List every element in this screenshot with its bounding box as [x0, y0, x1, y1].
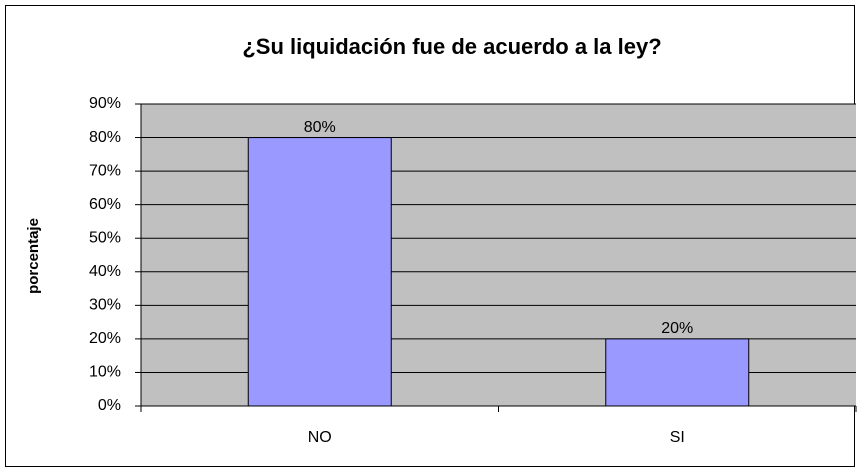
y-tick-label: 20%	[89, 330, 121, 347]
chart-title: ¿Su liquidación fue de acuerdo a la ley?	[242, 34, 661, 59]
bar	[605, 338, 750, 407]
y-tick-label: 70%	[89, 162, 121, 179]
y-tick-label: 40%	[89, 263, 121, 280]
y-tick-label: 30%	[89, 297, 121, 314]
y-tick-label: 90%	[89, 95, 121, 112]
y-tick-label: 50%	[89, 229, 121, 246]
x-tick-label: NO	[308, 429, 332, 446]
y-tick-label: 60%	[89, 196, 121, 213]
y-tick-label: 80%	[89, 129, 121, 146]
y-tick-label: 10%	[89, 364, 121, 381]
data-label: 80%	[304, 119, 336, 136]
bar	[247, 137, 392, 407]
y-axis-label: porcentaje	[25, 218, 42, 294]
y-tick-label: 0%	[98, 397, 121, 414]
x-tick-label: SI	[670, 429, 685, 446]
data-label: 20%	[661, 320, 693, 337]
